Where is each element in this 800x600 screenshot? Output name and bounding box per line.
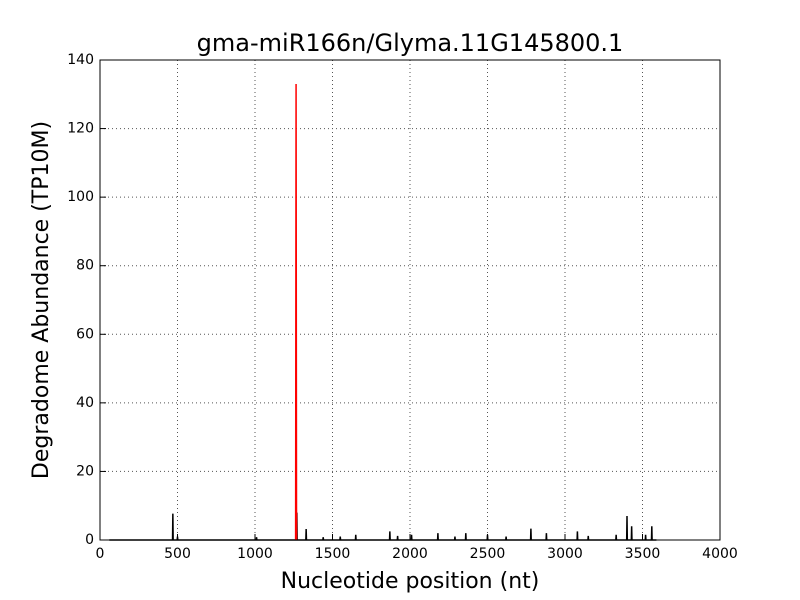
y-axis-label: Degradome Abundance (TP10M) <box>29 121 54 479</box>
y-tick-label: 20 <box>76 463 94 479</box>
x-tick-label: 0 <box>96 546 105 562</box>
x-tick-label: 1500 <box>315 546 351 562</box>
y-tick-label: 80 <box>76 258 94 274</box>
chart-title: gma-miR166n/Glyma.11G145800.1 <box>197 29 624 57</box>
y-tick-label: 0 <box>85 532 94 548</box>
plot-frame <box>99 59 721 541</box>
series-line <box>294 83 298 541</box>
x-tick-label: 500 <box>164 546 191 562</box>
x-tick-label: 2500 <box>470 546 506 562</box>
y-tick-label: 40 <box>76 395 94 411</box>
x-axis-label: Nucleotide position (nt) <box>281 569 540 594</box>
x-tick-label: 1000 <box>237 546 273 562</box>
x-tick-label: 2000 <box>392 546 428 562</box>
x-tick-label: 3000 <box>547 546 583 562</box>
y-tick-label: 120 <box>67 121 94 137</box>
x-tick-label: 3500 <box>625 546 661 562</box>
y-tick-label: 100 <box>67 189 94 205</box>
y-tick-label: 60 <box>76 326 94 342</box>
x-tick-label: 4000 <box>702 546 738 562</box>
y-tick-label: 140 <box>67 52 94 68</box>
